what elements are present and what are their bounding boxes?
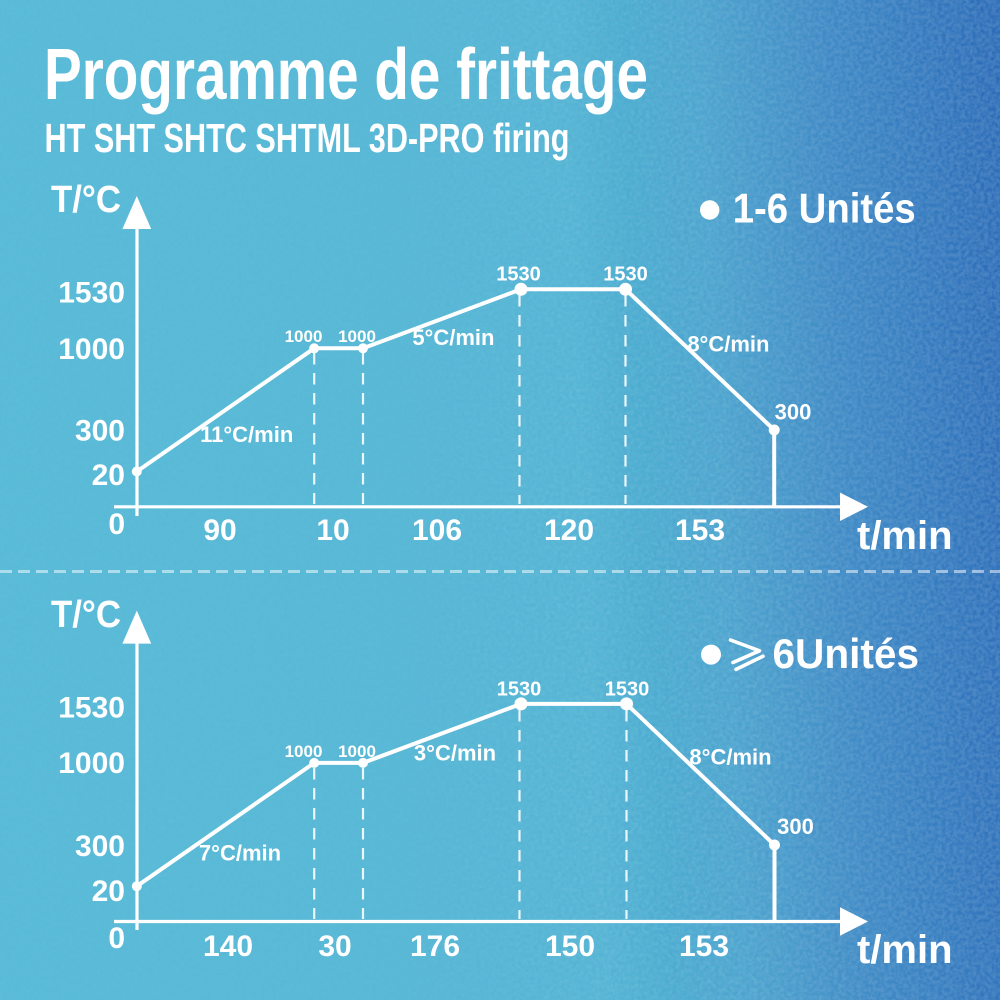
svg-text:20: 20 — [92, 459, 125, 492]
svg-text:t/min: t/min — [857, 514, 953, 558]
svg-text:1530: 1530 — [603, 264, 648, 286]
svg-text:1000: 1000 — [285, 742, 323, 761]
svg-text:300: 300 — [775, 399, 812, 424]
svg-text:10: 10 — [316, 514, 349, 547]
svg-text:150: 150 — [545, 930, 595, 963]
svg-text:153: 153 — [679, 930, 729, 963]
svg-text:1530: 1530 — [496, 264, 541, 286]
svg-text:1-6 Unités: 1-6 Unités — [733, 185, 916, 232]
svg-text:8°C/min: 8°C/min — [689, 744, 771, 769]
svg-text:1000: 1000 — [285, 327, 323, 346]
svg-text:5°C/min: 5°C/min — [412, 325, 494, 350]
svg-text:T/°C: T/°C — [51, 179, 121, 221]
svg-text:7°C/min: 7°C/min — [199, 840, 281, 865]
svg-text:T/°C: T/°C — [51, 594, 121, 636]
svg-text:t/min: t/min — [857, 928, 953, 972]
svg-text:1530: 1530 — [497, 678, 542, 700]
svg-text:11°C/min: 11°C/min — [200, 422, 293, 447]
svg-text:300: 300 — [75, 414, 125, 447]
svg-text:30: 30 — [318, 930, 351, 963]
svg-text:1530: 1530 — [58, 691, 125, 724]
svg-text:HT SHT SHTC SHTML 3D-PRO firin: HT SHT SHTC SHTML 3D-PRO firing — [45, 115, 570, 161]
svg-text:106: 106 — [412, 514, 462, 547]
svg-text:300: 300 — [777, 814, 814, 839]
svg-text:120: 120 — [544, 514, 594, 547]
svg-text:6Unités: 6Unités — [773, 630, 920, 677]
svg-text:1530: 1530 — [605, 678, 650, 700]
svg-text:Programme de frittage: Programme de frittage — [44, 35, 648, 115]
svg-text:300: 300 — [75, 830, 125, 863]
svg-text:0: 0 — [108, 922, 125, 955]
svg-text:153: 153 — [675, 514, 725, 547]
svg-text:1000: 1000 — [338, 327, 376, 346]
svg-text:1530: 1530 — [58, 276, 125, 309]
svg-text:1000: 1000 — [58, 747, 125, 780]
svg-text:1000: 1000 — [338, 742, 376, 761]
svg-text:8°C/min: 8°C/min — [687, 332, 769, 357]
svg-text:20: 20 — [92, 875, 125, 908]
svg-text:140: 140 — [203, 930, 253, 963]
svg-text:3°C/min: 3°C/min — [414, 740, 496, 765]
svg-text:176: 176 — [410, 930, 460, 963]
svg-text:0: 0 — [108, 508, 125, 541]
svg-text:90: 90 — [203, 514, 236, 547]
svg-text:1000: 1000 — [58, 333, 125, 366]
